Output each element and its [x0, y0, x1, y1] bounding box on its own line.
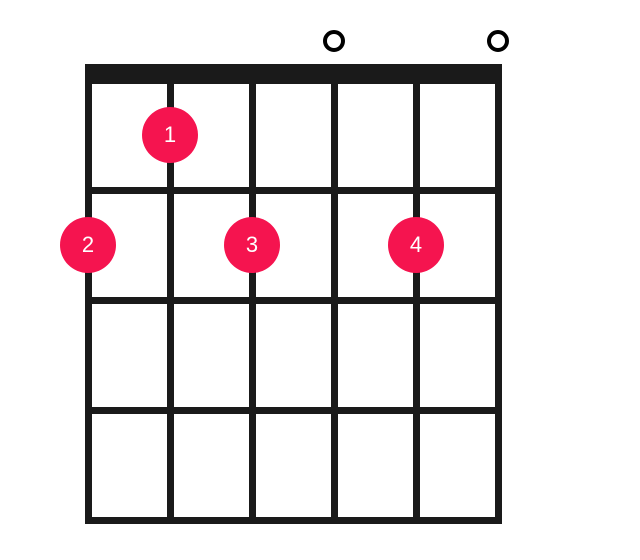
string-line	[331, 77, 338, 524]
finger-dot: 1	[142, 107, 198, 163]
fret-line	[85, 297, 502, 304]
string-line	[85, 77, 92, 524]
chord-diagram: 1 2 3 4	[0, 0, 640, 560]
finger-dot: 2	[60, 217, 116, 273]
string-line	[413, 77, 420, 524]
finger-label: 4	[410, 232, 422, 258]
finger-label: 2	[82, 232, 94, 258]
finger-dot: 3	[224, 217, 280, 273]
finger-label: 1	[164, 122, 176, 148]
fret-line	[85, 77, 502, 84]
fret-line	[85, 407, 502, 414]
fret-line	[85, 187, 502, 194]
string-line	[495, 77, 502, 524]
finger-dot: 4	[388, 217, 444, 273]
string-line	[249, 77, 256, 524]
finger-label: 3	[246, 232, 258, 258]
fret-line	[85, 517, 502, 524]
open-string-marker	[323, 30, 345, 52]
open-string-marker	[487, 30, 509, 52]
